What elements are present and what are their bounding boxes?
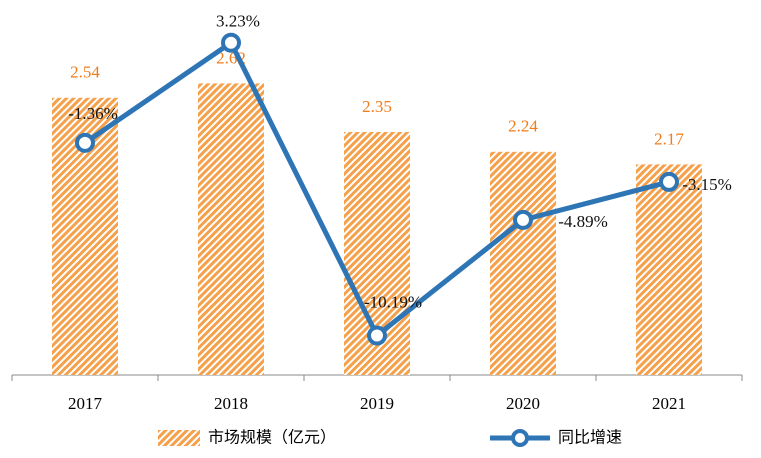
- line-marker: [659, 171, 679, 192]
- line-label: -10.19%: [364, 292, 422, 311]
- line-marker: [513, 209, 533, 230]
- line-marker: [75, 132, 95, 153]
- bar-label: 2.54: [70, 63, 100, 82]
- line-label: -3.15%: [682, 175, 732, 194]
- line-label: 3.23%: [216, 12, 260, 31]
- legend-marker: [511, 429, 529, 447]
- bar-label: 2.24: [508, 117, 538, 136]
- bar: [198, 83, 264, 376]
- x-tick-label: 2021: [652, 394, 686, 413]
- line-label: -1.36%: [68, 104, 118, 123]
- bar: [636, 164, 702, 375]
- bar: [490, 151, 556, 375]
- line-label: -4.89%: [558, 212, 608, 231]
- bar-label: 2.35: [362, 97, 392, 116]
- x-tick-label: 2017: [68, 394, 103, 413]
- legend-label: 市场规模（亿元）: [208, 428, 336, 447]
- line-marker: [367, 325, 387, 346]
- legend-label: 同比增速: [558, 428, 622, 447]
- x-tick-label: 2019: [360, 394, 394, 413]
- legend-swatch: [158, 430, 200, 446]
- line-marker: [221, 32, 241, 53]
- x-tick-label: 2020: [506, 394, 540, 413]
- x-tick-label: 2018: [214, 394, 248, 413]
- bar-label: 2.17: [654, 129, 684, 148]
